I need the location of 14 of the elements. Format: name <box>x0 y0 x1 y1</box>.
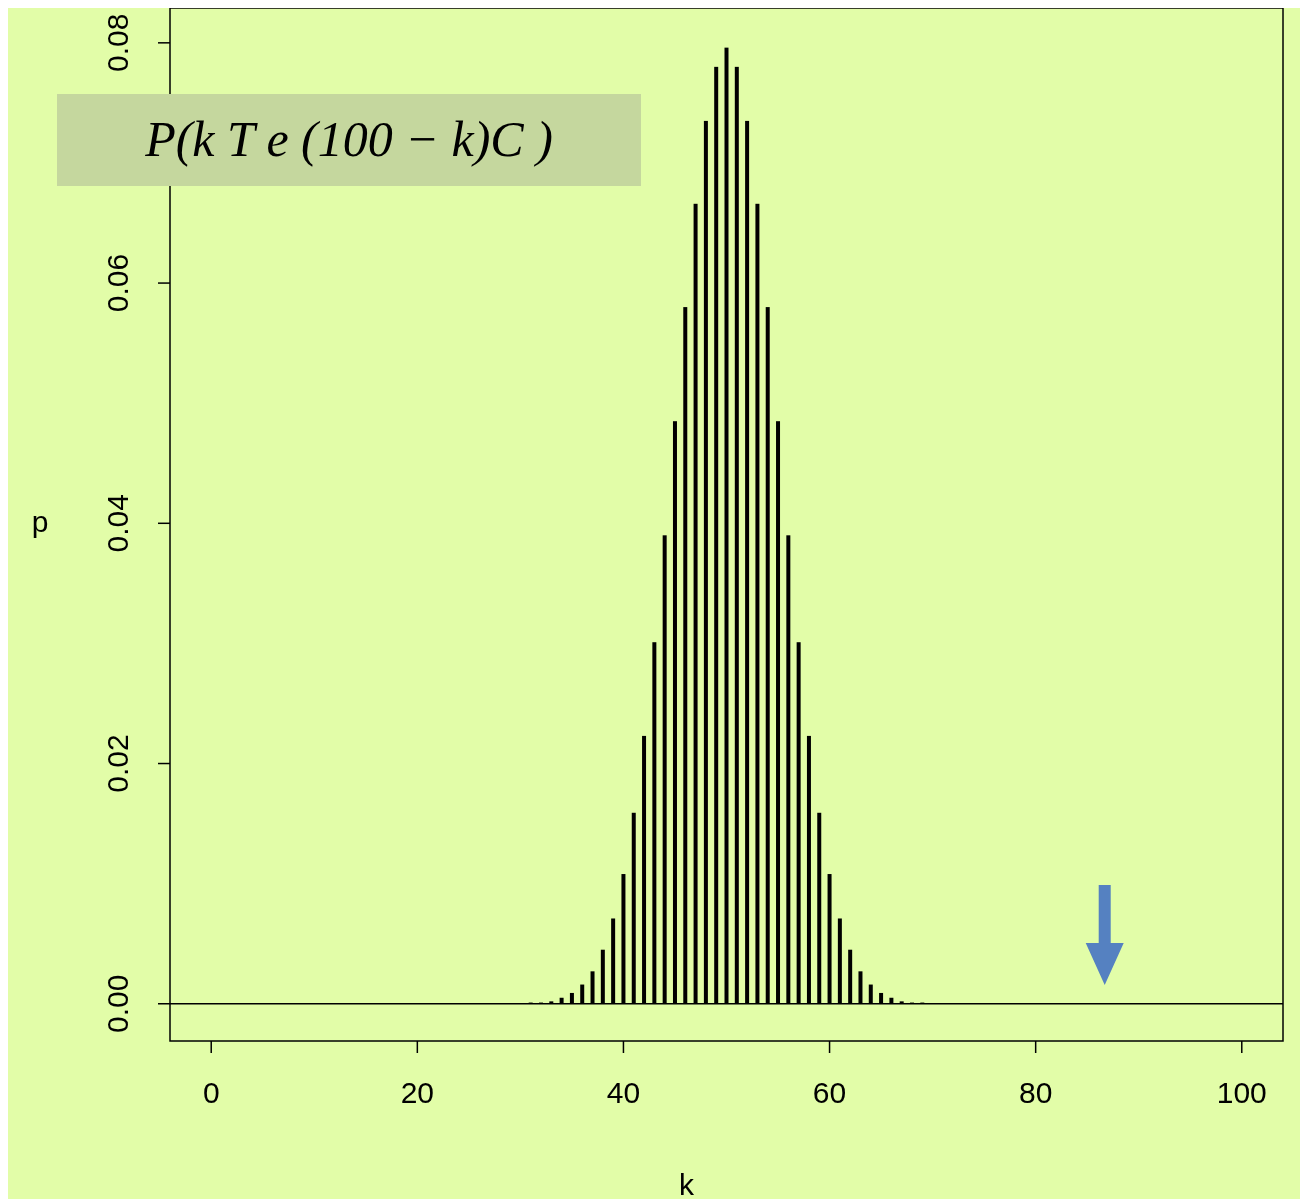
y-tick-label: 0.00 <box>101 974 134 1033</box>
x-axis-title: k <box>679 1168 695 1199</box>
x-tick-label: 80 <box>1018 1076 1053 1109</box>
x-tick-label: 40 <box>606 1076 641 1109</box>
x-tick-label: 20 <box>400 1076 435 1109</box>
y-tick-label: 0.08 <box>101 13 134 73</box>
y-tick-label: 0.06 <box>101 253 134 313</box>
x-tick-label: 0 <box>202 1076 220 1109</box>
x-tick-label: 100 <box>1216 1076 1267 1109</box>
y-axis-title: p <box>31 505 49 539</box>
y-tick-label: 0.04 <box>101 494 134 553</box>
annotation: P(k T e (100 − k)C ) <box>144 111 553 167</box>
x-tick-label: 60 <box>812 1076 847 1109</box>
y-tick-label: 0.02 <box>101 734 134 793</box>
